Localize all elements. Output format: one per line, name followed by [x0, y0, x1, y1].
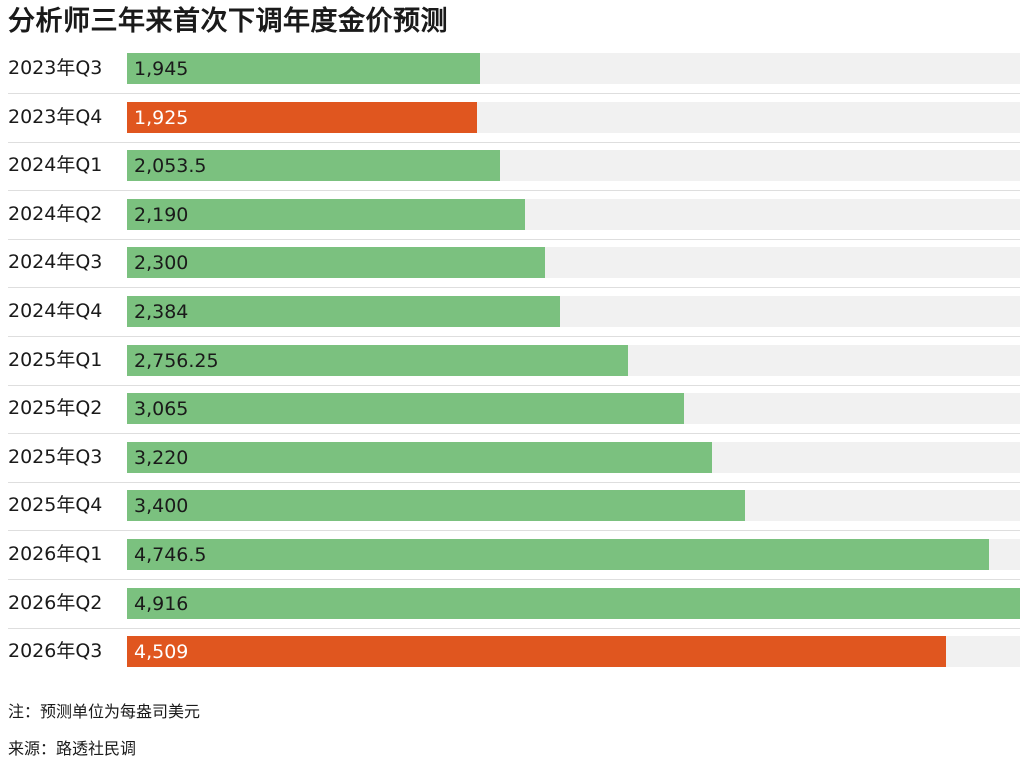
- value-label: 4,916: [134, 593, 189, 615]
- bar-track: 3,220: [127, 442, 1020, 473]
- value-label: 4,509: [134, 641, 189, 663]
- bar-track: 1,925: [127, 102, 1020, 133]
- category-label: 2026年Q3: [8, 640, 103, 662]
- bar-row: 2025年Q4 3,400: [0, 490, 1025, 521]
- value-label: 4,746.5: [134, 544, 207, 566]
- value-label: 1,945: [134, 58, 189, 80]
- bar: 2,756.25: [127, 345, 628, 376]
- chart-title: 分析师三年来首次下调年度金价预测: [8, 6, 448, 37]
- bar-row: 2026年Q3 4,509: [0, 636, 1025, 667]
- category-label: 2023年Q4: [8, 106, 103, 128]
- category-label: 2024年Q2: [8, 203, 103, 225]
- source-note: 来源：路透社民调: [8, 739, 137, 758]
- bar: 4,746.5: [127, 539, 990, 570]
- row-separator: [8, 93, 1020, 94]
- category-label: 2026年Q2: [8, 592, 103, 614]
- bar-track: 3,065: [127, 393, 1020, 424]
- value-label: 2,190: [134, 204, 189, 226]
- category-label: 2025年Q2: [8, 397, 103, 419]
- category-label: 2026年Q1: [8, 543, 103, 565]
- value-label: 3,220: [134, 447, 189, 469]
- bar-row: 2025年Q2 3,065: [0, 393, 1025, 424]
- bar-track: 2,300: [127, 247, 1020, 278]
- category-label: 2025年Q1: [8, 349, 103, 371]
- bar: 4,916: [127, 588, 1020, 619]
- bar-chart: 2023年Q3 1,945 2023年Q4 1,925 2024年Q1 2,053.5 20…: [0, 53, 1025, 675]
- bar: 2,300: [127, 247, 545, 278]
- value-label: 2,053.5: [134, 155, 207, 177]
- row-separator: [8, 287, 1020, 288]
- value-label: 2,756.25: [134, 350, 219, 372]
- value-label: 2,384: [134, 301, 189, 323]
- bar-lowered: 4,509: [127, 636, 947, 667]
- bar-lowered: 1,925: [127, 102, 477, 133]
- row-separator: [8, 628, 1020, 629]
- bar-row: 2024年Q1 2,053.5: [0, 150, 1025, 181]
- row-separator: [8, 433, 1020, 434]
- unit-note: 注：预测单位为每盎司美元: [8, 702, 201, 721]
- category-label: 2025年Q3: [8, 446, 103, 468]
- row-separator: [8, 482, 1020, 483]
- row-separator: [8, 142, 1020, 143]
- row-separator: [8, 190, 1020, 191]
- bar-row: 2026年Q2 4,916: [0, 588, 1025, 619]
- bar: 2,384: [127, 296, 561, 327]
- category-label: 2024年Q1: [8, 154, 103, 176]
- bar-track: 1,945: [127, 53, 1020, 84]
- value-label: 2,300: [134, 252, 189, 274]
- bar-row: 2023年Q3 1,945: [0, 53, 1025, 84]
- bar-row: 2023年Q4 1,925: [0, 102, 1025, 133]
- bar: 3,220: [127, 442, 712, 473]
- category-label: 2023年Q3: [8, 57, 103, 79]
- bar-row: 2024年Q3 2,300: [0, 247, 1025, 278]
- bar: 2,190: [127, 199, 525, 230]
- row-separator: [8, 336, 1020, 337]
- bar-track: 2,384: [127, 296, 1020, 327]
- bar-track: 4,916: [127, 588, 1020, 619]
- bar: 3,065: [127, 393, 684, 424]
- bar: 1,945: [127, 53, 481, 84]
- bar-row: 2026年Q1 4,746.5: [0, 539, 1025, 570]
- row-separator: [8, 239, 1020, 240]
- value-label: 3,400: [134, 495, 189, 517]
- bar-row: 2025年Q1 2,756.25: [0, 345, 1025, 376]
- bar-track: 2,756.25: [127, 345, 1020, 376]
- bar-track: 3,400: [127, 490, 1020, 521]
- bar-row: 2024年Q2 2,190: [0, 199, 1025, 230]
- bar-track: 2,190: [127, 199, 1020, 230]
- row-separator: [8, 579, 1020, 580]
- value-label: 1,925: [134, 107, 189, 129]
- row-separator: [8, 385, 1020, 386]
- category-label: 2025年Q4: [8, 494, 103, 516]
- bar-track: 4,746.5: [127, 539, 1020, 570]
- category-label: 2024年Q4: [8, 300, 103, 322]
- bar-track: 4,509: [127, 636, 1020, 667]
- bar-row: 2024年Q4 2,384: [0, 296, 1025, 327]
- category-label: 2024年Q3: [8, 251, 103, 273]
- bar: 3,400: [127, 490, 745, 521]
- bar-row: 2025年Q3 3,220: [0, 442, 1025, 473]
- bar: 2,053.5: [127, 150, 501, 181]
- bar-track: 2,053.5: [127, 150, 1020, 181]
- row-separator: [8, 530, 1020, 531]
- value-label: 3,065: [134, 398, 189, 420]
